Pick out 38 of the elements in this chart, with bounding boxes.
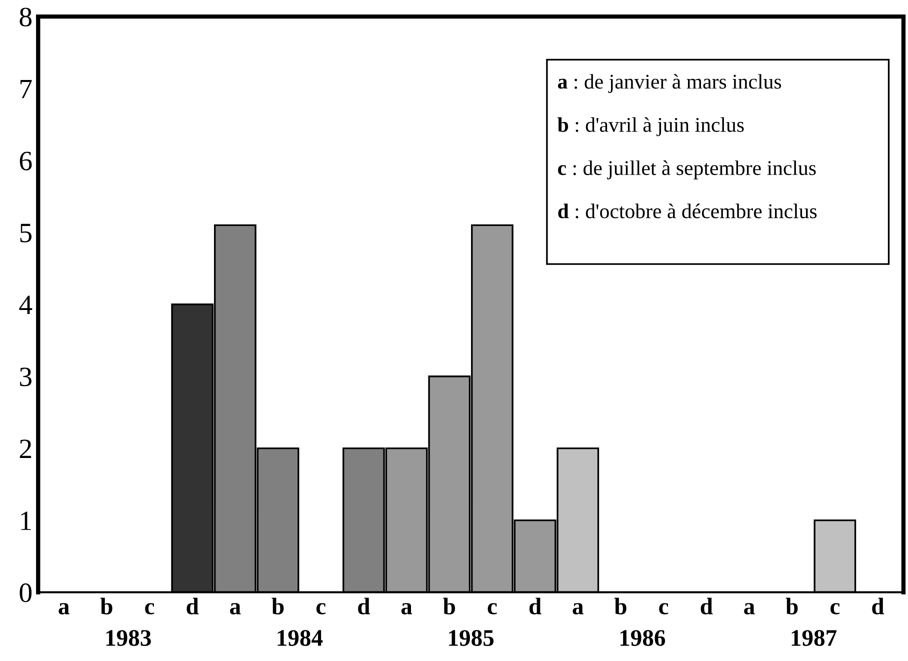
x-tick-label: c	[316, 603, 326, 614]
x-tick-label: c	[659, 603, 668, 614]
x-tick-label: c	[145, 603, 154, 614]
x-tick-label: a	[58, 603, 70, 614]
annotation: c : de juillet à septembre inclus	[558, 160, 816, 180]
x-tick-label: a	[401, 603, 412, 614]
annotation: b : d'avril à juin inclus	[558, 117, 744, 136]
x-tick-label: a	[572, 603, 584, 614]
y-tick-label: 4	[19, 296, 32, 314]
x-tick-label: d	[872, 598, 884, 614]
text: 1984	[278, 630, 323, 646]
text: 1986	[620, 630, 666, 646]
y-tick-label: 8	[20, 8, 32, 26]
y-tick-label: 0	[20, 583, 32, 602]
y-tick-label: 5	[20, 224, 32, 242]
x-tick-label: b	[272, 598, 284, 614]
x-tick-label: b	[614, 598, 626, 614]
x-tick-label: d	[358, 598, 370, 614]
y-tick-label: 1	[21, 512, 31, 530]
x-tick-label: d	[700, 598, 713, 614]
text: 1987	[792, 630, 837, 646]
text: 1985	[449, 630, 494, 646]
y-tick-label: 7	[20, 80, 32, 98]
annotation: a : de janvier à mars inclus	[558, 74, 782, 93]
x-tick-label: c	[488, 603, 497, 614]
x-tick-label: c	[830, 603, 840, 614]
x-tick-label: a	[744, 603, 755, 614]
y-tick-label: 3	[20, 368, 32, 386]
x-tick-label: b	[443, 598, 455, 614]
x-tick-label: b	[786, 598, 798, 614]
y-tick-label: 6	[20, 152, 32, 170]
x-tick-label: d	[186, 598, 199, 614]
x-tick-label: b	[100, 598, 112, 614]
x-tick-label: a	[230, 603, 241, 614]
y-tick-label: 2	[20, 440, 32, 458]
text: 1983	[106, 630, 151, 646]
x-tick-label: d	[529, 598, 542, 614]
annotation: d : d'octobre à décembre inclus	[558, 204, 817, 218]
